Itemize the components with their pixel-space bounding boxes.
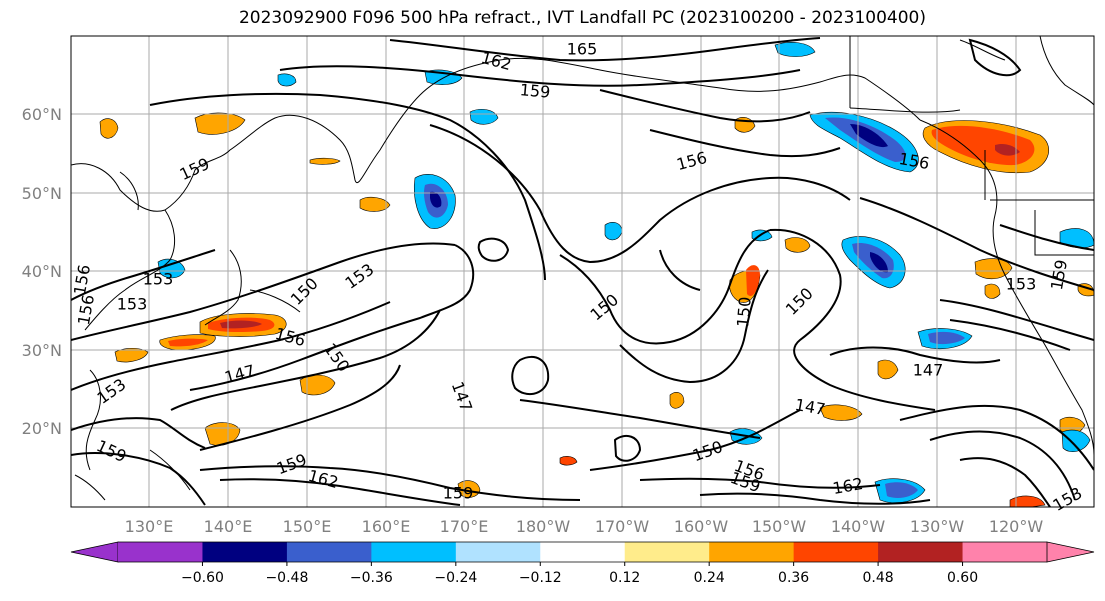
map-title: 2023092900 F096 500 hPa refract., IVT La…	[238, 8, 926, 28]
lon-label: 130°W	[910, 517, 965, 536]
lon-label: 150°W	[752, 517, 807, 536]
lon-label: 140°E	[204, 517, 253, 536]
contour-label: 150	[733, 296, 755, 328]
colorbar-extend-max	[1046, 541, 1095, 563]
longitude-labels: 130°E 140°E 150°E 160°E 170°E 180°W 170°…	[125, 517, 1044, 536]
lon-label: 120°W	[989, 517, 1044, 536]
colorbar-tick-label: −0.48	[265, 570, 308, 586]
lat-label: 60°N	[22, 105, 62, 124]
colorbar-tick-label: 0.48	[863, 570, 894, 586]
contour-label: 153	[143, 270, 174, 289]
contour-label: 159	[519, 80, 551, 102]
colorbar-box	[624, 542, 710, 562]
lat-label: 50°N	[22, 184, 62, 203]
colorbar-box	[455, 542, 541, 562]
colorbar-box	[878, 542, 964, 562]
latitude-labels: 60°N 50°N 40°N 30°N 20°N	[22, 105, 62, 438]
lon-label: 150°E	[283, 517, 332, 536]
colorbar-tick-label: 0.12	[609, 570, 640, 586]
contour-label: 165	[567, 40, 598, 59]
colorbar-box	[286, 542, 372, 562]
closed-contours	[477, 38, 1022, 462]
contour-label: 159	[443, 484, 474, 503]
colorbar-extend-min	[70, 541, 119, 563]
colorbar-tick-label: −0.12	[519, 570, 562, 586]
colorbar-box	[202, 542, 288, 562]
height-contours	[71, 37, 1094, 507]
colorbar-tick-label: −0.24	[434, 570, 477, 586]
lon-label: 160°E	[362, 517, 411, 536]
contour-label: 153	[117, 295, 148, 314]
plot-frame	[70, 35, 1095, 508]
coastlines	[71, 36, 1094, 501]
colorbar-tick-label: −0.60	[181, 570, 224, 586]
lon-label: 180°W	[516, 517, 571, 536]
lon-label: 140°W	[831, 517, 886, 536]
contour-label: 153	[1006, 275, 1037, 294]
lon-label: 170°E	[440, 517, 489, 536]
colorbar-tick-label: 0.24	[694, 570, 725, 586]
colorbar-tick-label: 0.36	[778, 570, 809, 586]
lon-label: 160°W	[674, 517, 729, 536]
lat-label: 40°N	[22, 262, 62, 281]
colorbar: −0.60 −0.48 −0.36 −0.24 −0.12 0.12 0.24 0.36 0.4…	[70, 541, 1095, 586]
colorbar-box	[962, 542, 1048, 562]
colorbar-box	[118, 542, 203, 562]
colorbar-box	[793, 542, 879, 562]
lat-label: 30°N	[22, 341, 62, 360]
lon-label: 130°E	[125, 517, 174, 536]
colorbar-box	[709, 542, 795, 562]
colorbar-box	[540, 542, 626, 562]
contour-label: 147	[913, 361, 944, 380]
lon-label: 170°W	[595, 517, 650, 536]
colorbar-tick-label: −0.36	[350, 570, 393, 586]
colorbar-tick-label: 0.60	[947, 570, 978, 586]
colorbar-box	[371, 542, 457, 562]
lat-label: 20°N	[22, 419, 62, 438]
